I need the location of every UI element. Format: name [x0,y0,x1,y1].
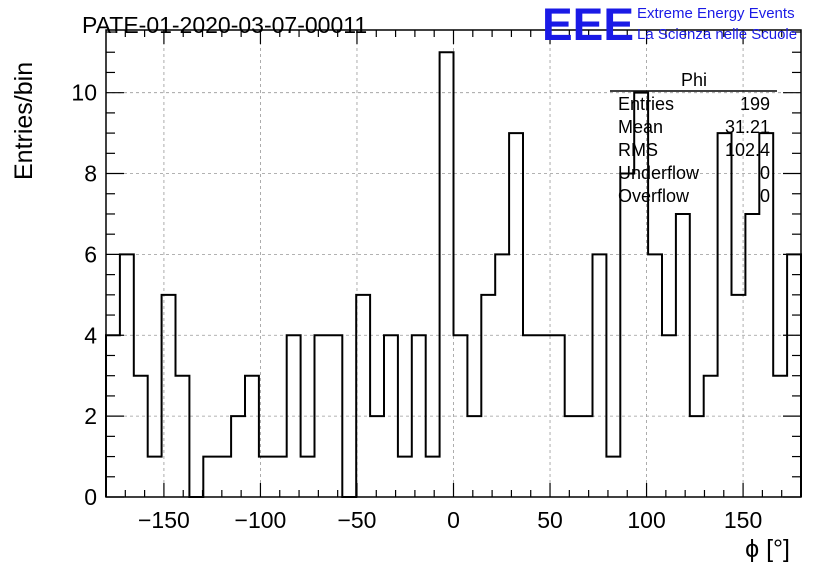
grid-lines [106,30,801,497]
x-axis-label: ϕ [°] [745,535,790,563]
stats-label: Overflow [618,186,690,206]
y-tick-label: 6 [84,241,97,267]
x-tick-label: −100 [235,507,287,533]
x-tick-label: 50 [537,507,563,533]
x-tick-label: −50 [337,507,376,533]
eee-logo: EEE Extreme Energy Events La Scienza nel… [542,0,797,50]
x-tick-label: −150 [138,507,190,533]
stats-label: Underflow [618,163,700,183]
x-tick-label: 100 [627,507,665,533]
histogram-series [105,51,802,498]
x-tick-label: 0 [447,507,460,533]
y-tick-label: 0 [84,484,97,510]
y-tick-label: 10 [71,80,97,106]
stats-value: 0 [760,186,770,206]
stats-box: Phi Entries 199 Mean 31.21 RMS 102.4 Underflow… [610,70,777,206]
y-tick-label: 2 [84,403,97,429]
y-tick-label: 4 [84,322,97,348]
stats-value: 31.21 [725,117,770,137]
stats-title: Phi [681,70,707,90]
logo-line-2: La Scienza nelle Scuole [637,26,797,43]
run-title: PATE-01-2020-03-07-00011 [82,12,367,38]
y-axis-label: Entries/bin [10,62,38,180]
y-tick-label: 8 [84,161,97,187]
stats-label: Entries [618,94,674,114]
logo-mark: EEE [542,0,634,50]
y-axis: 0 2 4 6 8 10 [71,31,801,510]
logo-line-1: Extreme Energy Events [637,5,795,22]
stats-value: 0 [760,163,770,183]
stats-value: 199 [740,94,770,114]
x-axis: −150 −100 −50 0 50 100 150 [124,30,783,533]
stats-label: RMS [618,140,658,160]
stats-value: 102.4 [725,140,770,160]
x-tick-label: 150 [724,507,762,533]
stats-label: Mean [618,117,663,137]
